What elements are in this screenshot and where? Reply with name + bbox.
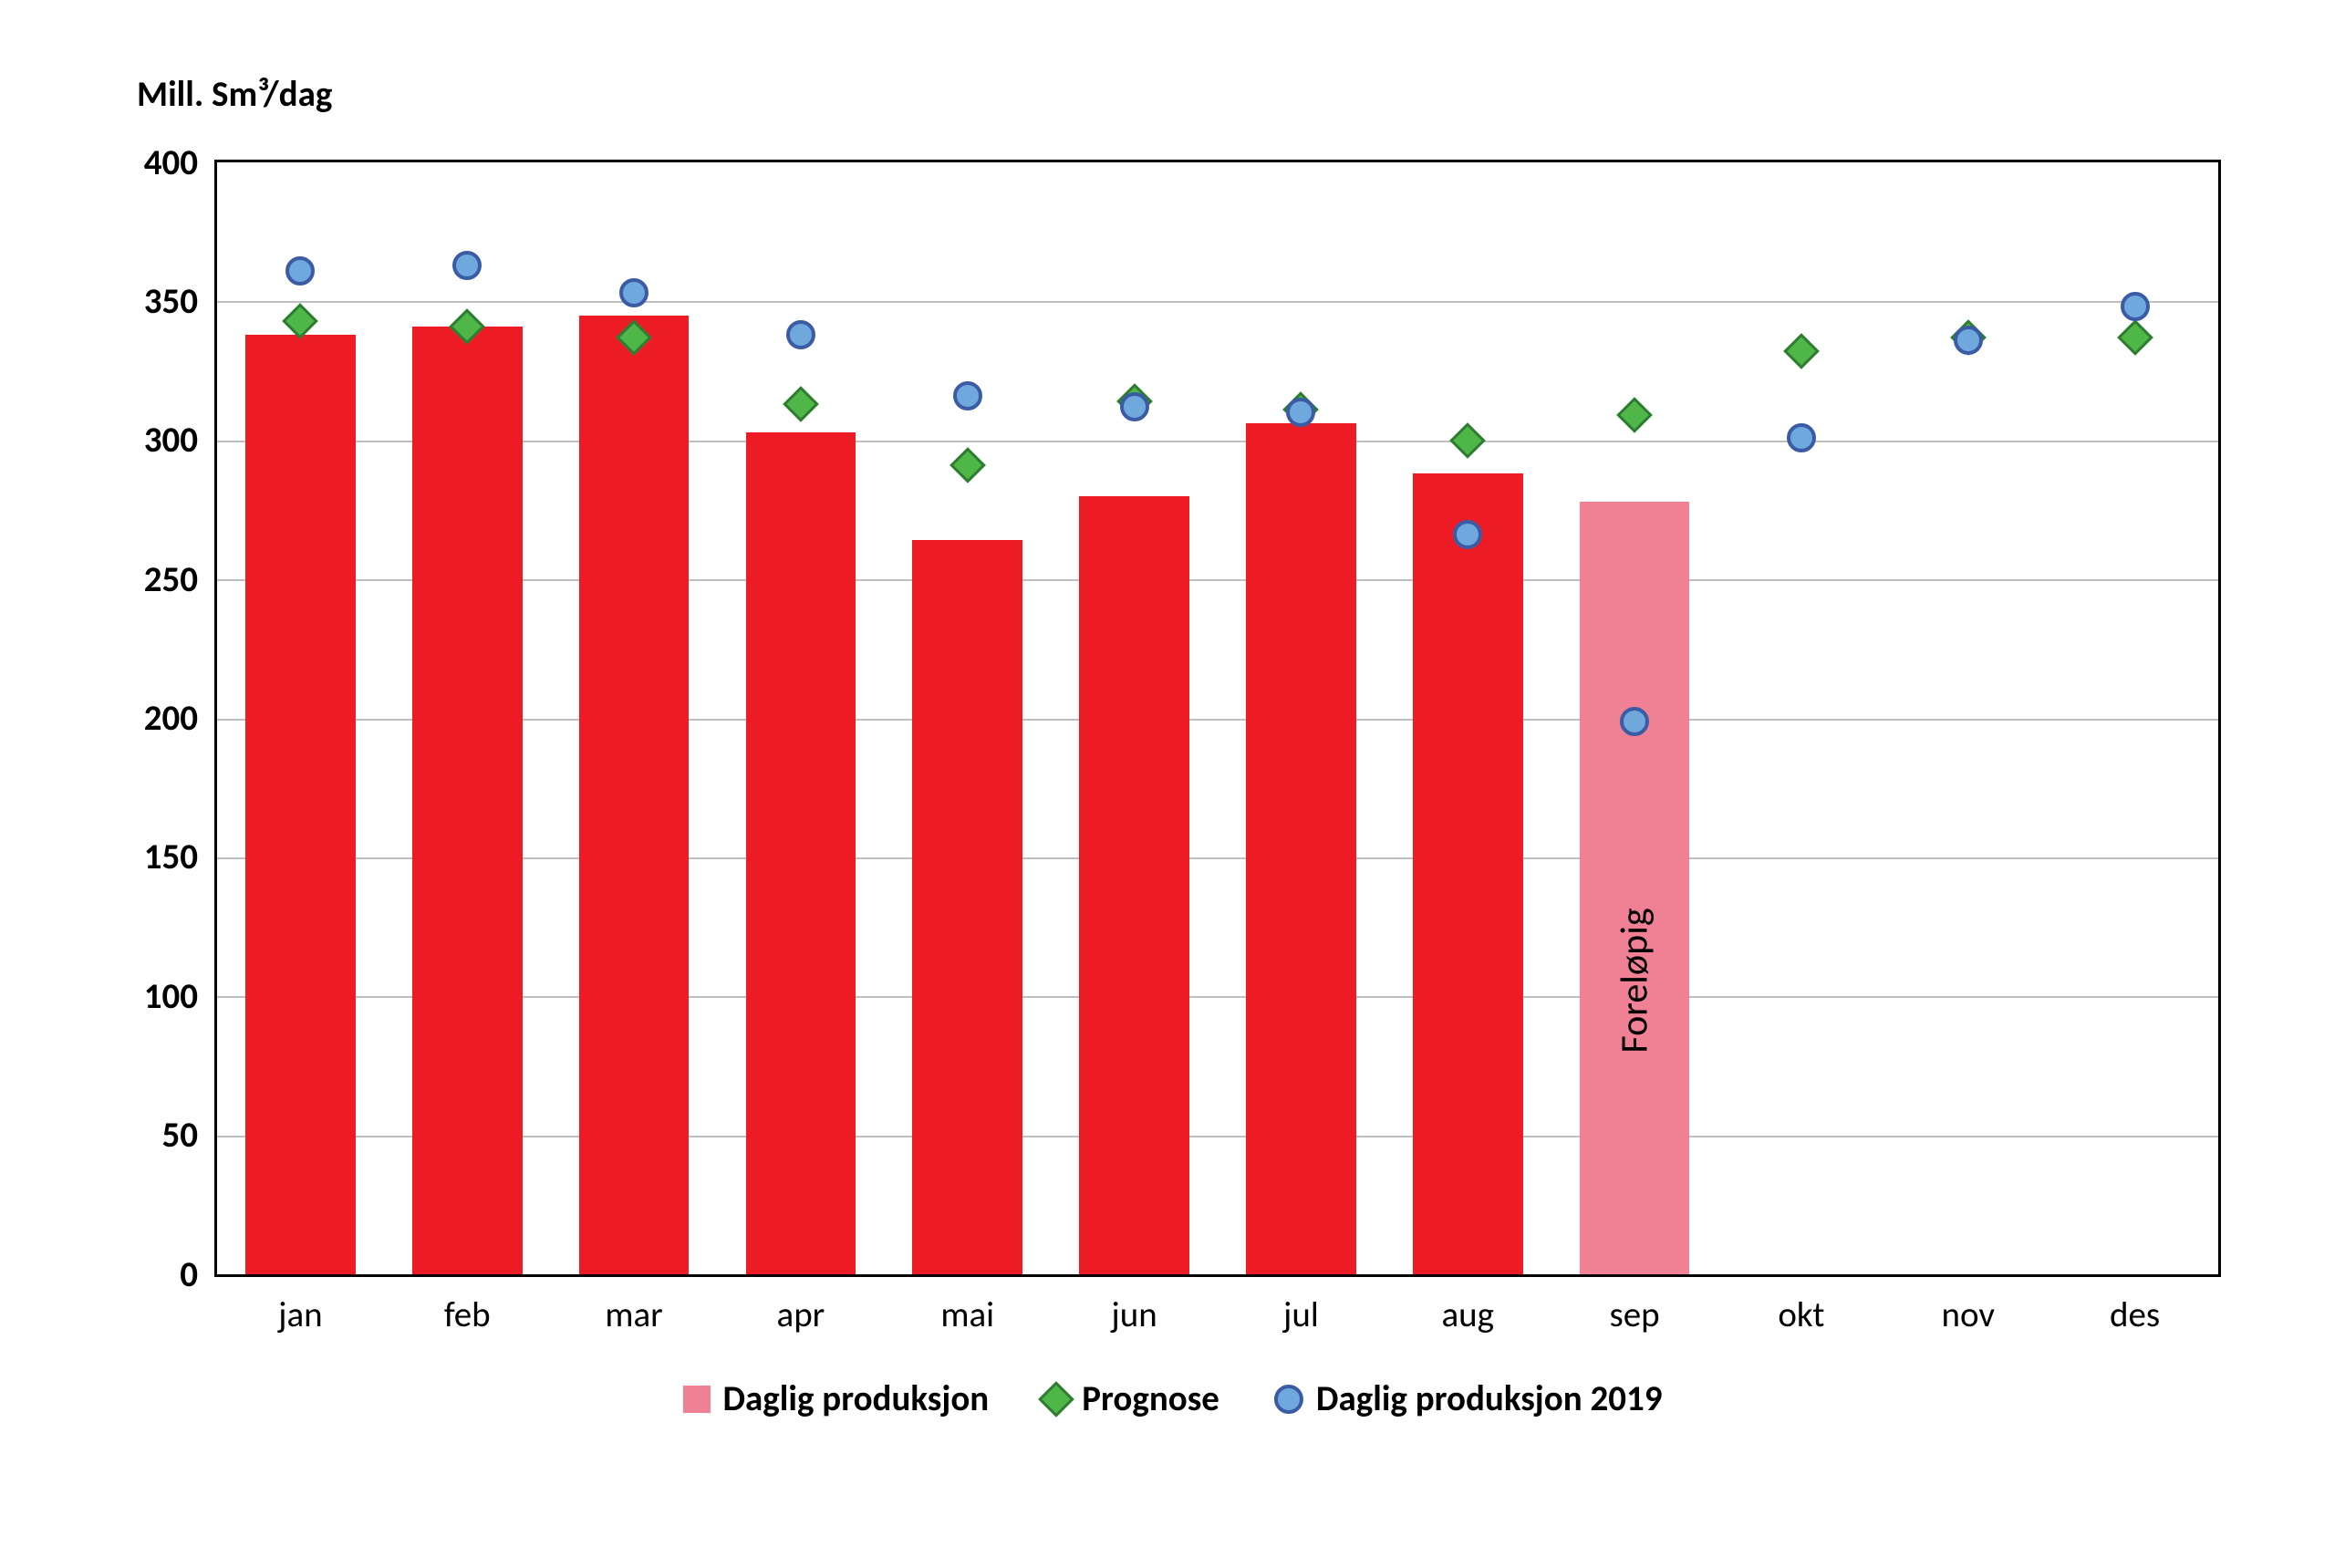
prod2019-marker [1954, 326, 1983, 355]
prod2019-marker [1453, 520, 1482, 549]
legend-item: Daglig produksjon 2019 [1274, 1377, 1663, 1420]
y-tick-label: 300 [88, 419, 198, 462]
legend-item: Prognose [1043, 1377, 1219, 1420]
x-tick-label: apr [718, 1293, 885, 1336]
legend-label: Daglig produksjon 2019 [1316, 1377, 1663, 1420]
x-tick-label: des [2051, 1293, 2218, 1336]
x-tick-label: jul [1218, 1293, 1385, 1336]
legend-item: Daglig produksjon [682, 1377, 989, 1420]
x-tick-label: jan [217, 1293, 384, 1336]
legend: Daglig produksjon Prognose Daglig produksj… [682, 1377, 1662, 1420]
plot-area: Foreløpig [214, 160, 2221, 1277]
prod2019-marker [285, 256, 315, 286]
y-tick-label: 150 [88, 836, 198, 878]
x-tick-label: mar [551, 1293, 718, 1336]
prognose-marker [949, 447, 986, 483]
y-tick-label: 100 [88, 975, 198, 1018]
bar [1246, 423, 1356, 1274]
y-tick-label: 0 [88, 1253, 198, 1296]
y-axis-title: Mill. Sm³/dag [137, 73, 332, 116]
prognose-marker [1449, 422, 1486, 459]
bar [1079, 496, 1189, 1274]
x-tick-label: aug [1385, 1293, 1551, 1336]
y-tick-label: 350 [88, 280, 198, 323]
x-tick-label: sep [1551, 1293, 1718, 1336]
prod2019-marker [786, 320, 815, 349]
x-tick-label: feb [384, 1293, 551, 1336]
prod2019-marker [1120, 392, 1149, 421]
prod2019-marker [1620, 707, 1649, 736]
y-tick-label: 250 [88, 558, 198, 601]
legend-swatch-bar [682, 1386, 710, 1413]
bar [912, 540, 1022, 1274]
x-tick-label: jun [1051, 1293, 1218, 1336]
legend-label: Prognose [1082, 1377, 1219, 1420]
bar [1413, 473, 1523, 1274]
prognose-marker [283, 303, 319, 339]
y-tick-label: 400 [88, 141, 198, 184]
gridline [217, 301, 2218, 303]
bar-preliminary [1580, 502, 1690, 1274]
legend-swatch-circle [1274, 1385, 1303, 1414]
prognose-marker [2117, 319, 2153, 356]
prod2019-marker [452, 251, 482, 280]
prognose-marker [783, 386, 819, 422]
bar [245, 335, 356, 1274]
prod2019-marker [2121, 292, 2150, 321]
preliminary-label: Foreløpig [1612, 908, 1658, 1053]
prod2019-marker [619, 278, 649, 307]
prognose-marker [1616, 398, 1653, 434]
y-tick-label: 200 [88, 697, 198, 740]
chart-page: Mill. Sm³/dag Foreløpig Daglig produksjo… [0, 0, 2345, 1568]
x-tick-label: mai [884, 1293, 1051, 1336]
legend-swatch-diamond [1038, 1381, 1074, 1417]
y-tick-label: 50 [88, 1114, 198, 1157]
legend-label: Daglig produksjon [722, 1377, 989, 1420]
x-tick-label: nov [1884, 1293, 2051, 1336]
prognose-marker [1783, 333, 1820, 369]
prod2019-marker [953, 381, 982, 410]
bar [746, 432, 856, 1274]
bar [412, 327, 523, 1274]
bar [579, 316, 690, 1274]
prod2019-marker [1787, 423, 1816, 452]
prod2019-marker [1286, 398, 1315, 427]
x-tick-label: okt [1718, 1293, 1885, 1336]
